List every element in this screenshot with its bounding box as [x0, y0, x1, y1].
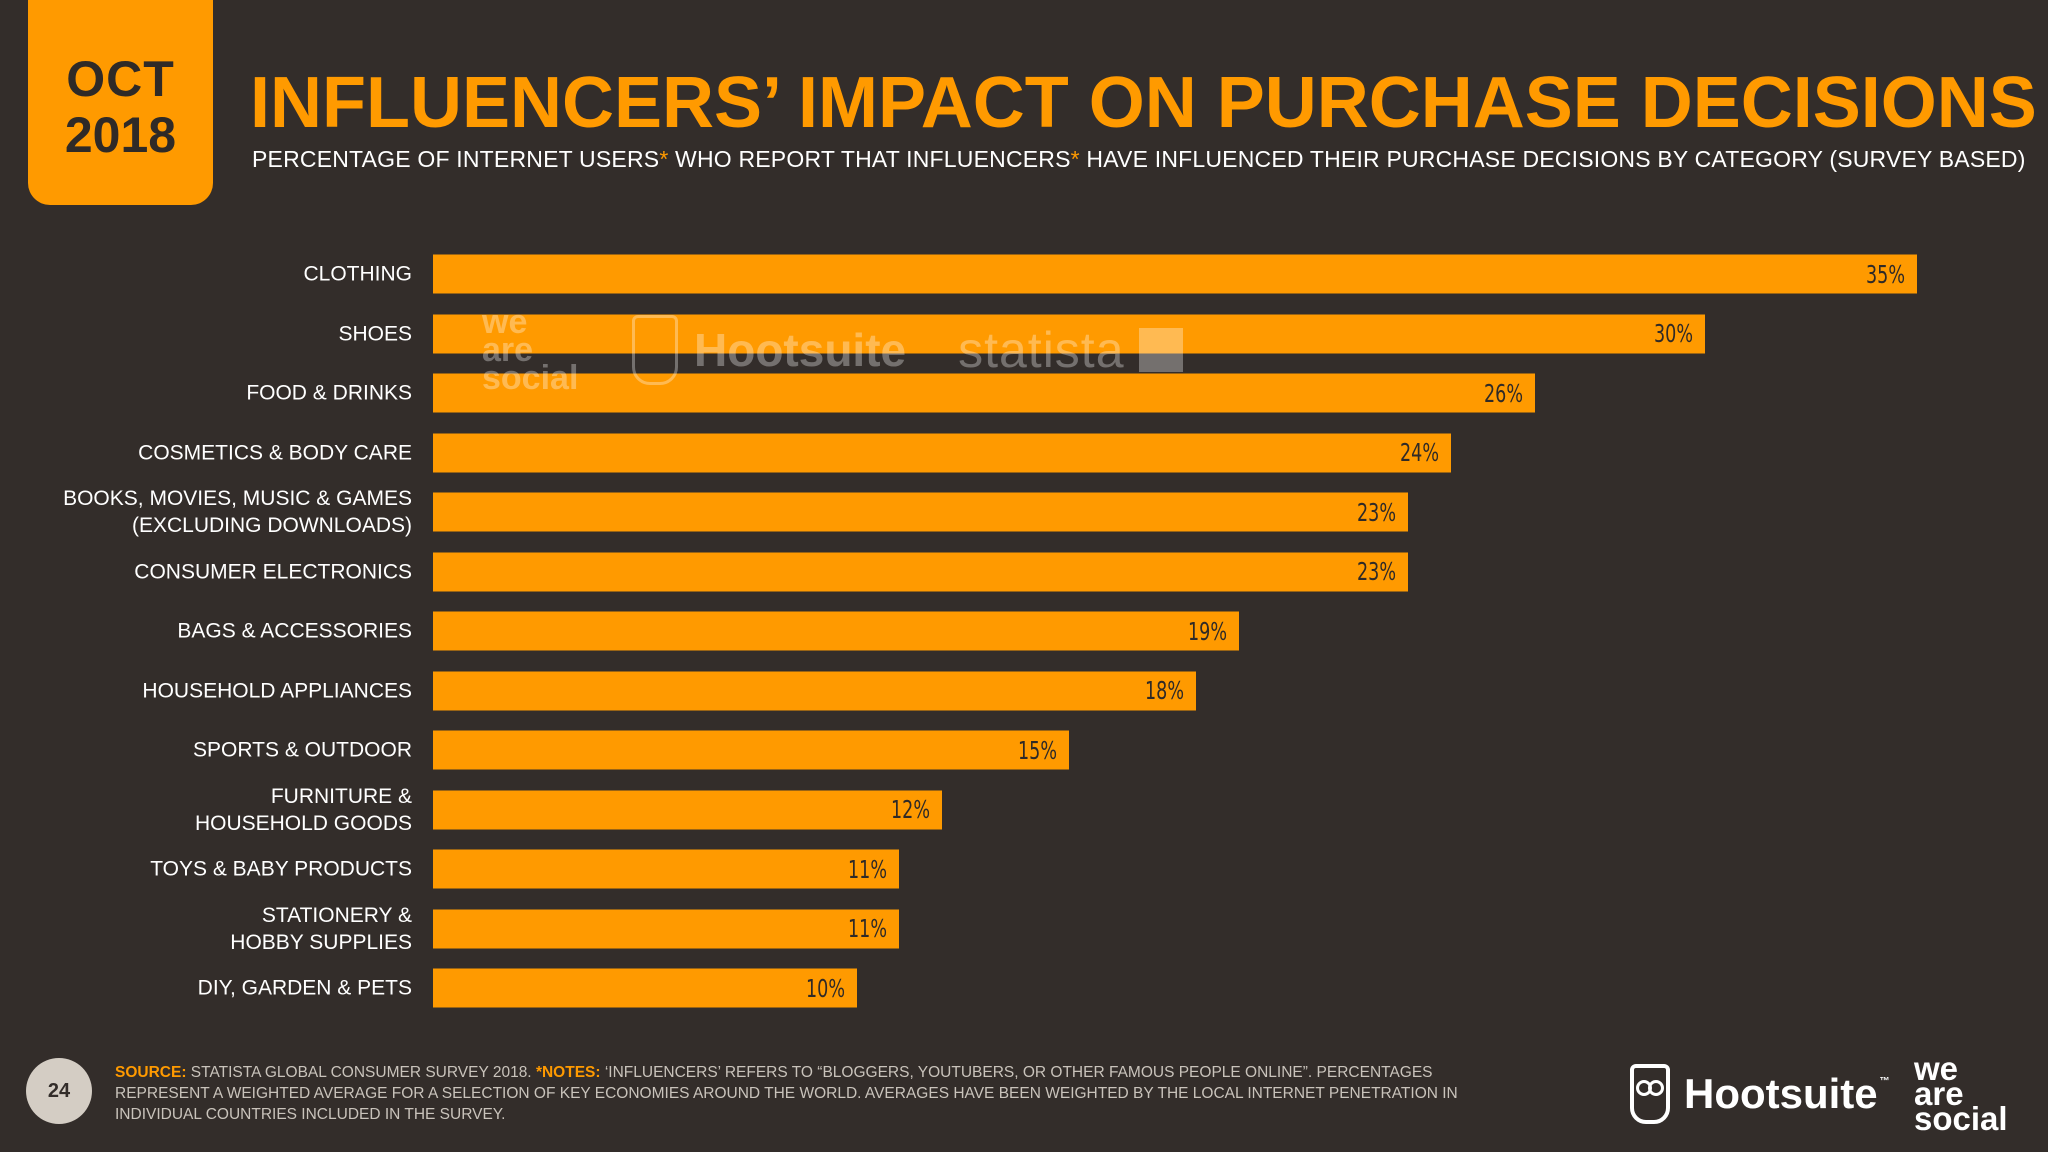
bar-value-label: 11%: [848, 914, 888, 943]
subtitle-star-2: *: [1070, 146, 1080, 172]
bar: 15%: [433, 730, 1069, 770]
subtitle-part-1: PERCENTAGE OF INTERNET USERS: [252, 146, 660, 172]
badge-month: OCT: [66, 50, 175, 107]
subtitle-star-1: *: [659, 146, 669, 172]
hootsuite-logo: Hootsuite ™: [1630, 1062, 1890, 1126]
footer-notes: SOURCE: STATISTA GLOBAL CONSUMER SURVEY …: [115, 1062, 1465, 1125]
bar: 26%: [433, 373, 1536, 413]
notes-text: ‘INFLUENCERS’ REFERS TO “BLOGGERS, YOUTU…: [115, 1064, 1458, 1123]
page-title: INFLUENCERS’ IMPACT ON PURCHASE DECISION…: [250, 63, 2037, 143]
category-label: TOYS & BABY PRODUCTS: [150, 857, 412, 881]
bar: 23%: [433, 552, 1409, 591]
notes-label: *NOTES:: [535, 1064, 601, 1081]
hootsuite-owl-icon: [1630, 1064, 1670, 1124]
bar-value-label: 19%: [1187, 616, 1227, 646]
bar-value-label: 23%: [1357, 557, 1397, 586]
page-subtitle: PERCENTAGE OF INTERNET USERS* WHO REPORT…: [252, 146, 2026, 173]
source-text: STATISTA GLOBAL CONSUMER SURVEY 2018.: [186, 1064, 536, 1081]
we-are-social-logo: we are social: [1914, 1050, 2008, 1137]
category-label: SHOES: [338, 322, 412, 345]
category-label: BAGS & ACCESSORIES: [177, 619, 412, 643]
bar-value-label: 15%: [1018, 735, 1057, 765]
category-label: CLOTHING: [303, 262, 412, 286]
bar-value-label: 12%: [890, 795, 930, 824]
category-label: STATIONERY & HOBBY SUPPLIES: [230, 903, 412, 954]
bar-value-label: 24%: [1399, 438, 1439, 467]
bar-value-label: 11%: [848, 854, 888, 884]
page-number: 24: [26, 1058, 92, 1124]
category-label: FOOD & DRINKS: [246, 381, 412, 405]
category-label: BOOKS, MOVIES, MUSIC & GAMES (EXCLUDING …: [63, 487, 412, 537]
category-label: HOUSEHOLD APPLIANCES: [142, 679, 412, 702]
hootsuite-tm: ™: [1879, 1076, 1890, 1087]
source-label: SOURCE:: [115, 1064, 187, 1081]
hootsuite-logo-text: Hootsuite: [1684, 1070, 1878, 1117]
bar: 11%: [433, 849, 900, 889]
bar: 19%: [433, 611, 1239, 651]
category-label: SPORTS & OUTDOOR: [193, 738, 412, 762]
category-label: FURNITURE & HOUSEHOLD GOODS: [194, 784, 412, 835]
bar: 30%: [433, 314, 1705, 353]
bar-value-label: 35%: [1866, 259, 1905, 289]
bar-value-label: 10%: [806, 973, 845, 1003]
bar-value-label: 30%: [1654, 319, 1693, 348]
bar: 18%: [433, 671, 1197, 710]
bar: 23%: [433, 492, 1409, 532]
subtitle-part-2: WHO REPORT THAT INFLUENCERS: [668, 146, 1071, 172]
bar-value-label: 18%: [1145, 676, 1185, 705]
bar: 11%: [433, 909, 900, 948]
category-label: COSMETICS & BODY CARE: [138, 441, 412, 464]
category-label: DIY, GARDEN & PETS: [197, 976, 412, 1000]
date-badge: OCT 2018: [28, 0, 213, 205]
bar: 35%: [433, 254, 1917, 294]
badge-year: 2018: [64, 106, 177, 163]
bar-value-label: 23%: [1357, 497, 1397, 527]
bar-value-label: 26%: [1484, 378, 1524, 408]
bar: 12%: [433, 790, 942, 829]
bar: 24%: [433, 433, 1451, 472]
category-label: CONSUMER ELECTRONICS: [134, 560, 412, 583]
bar: 10%: [433, 968, 857, 1008]
subtitle-part-3: HAVE INFLUENCED THEIR PURCHASE DECISIONS…: [1079, 146, 2026, 172]
